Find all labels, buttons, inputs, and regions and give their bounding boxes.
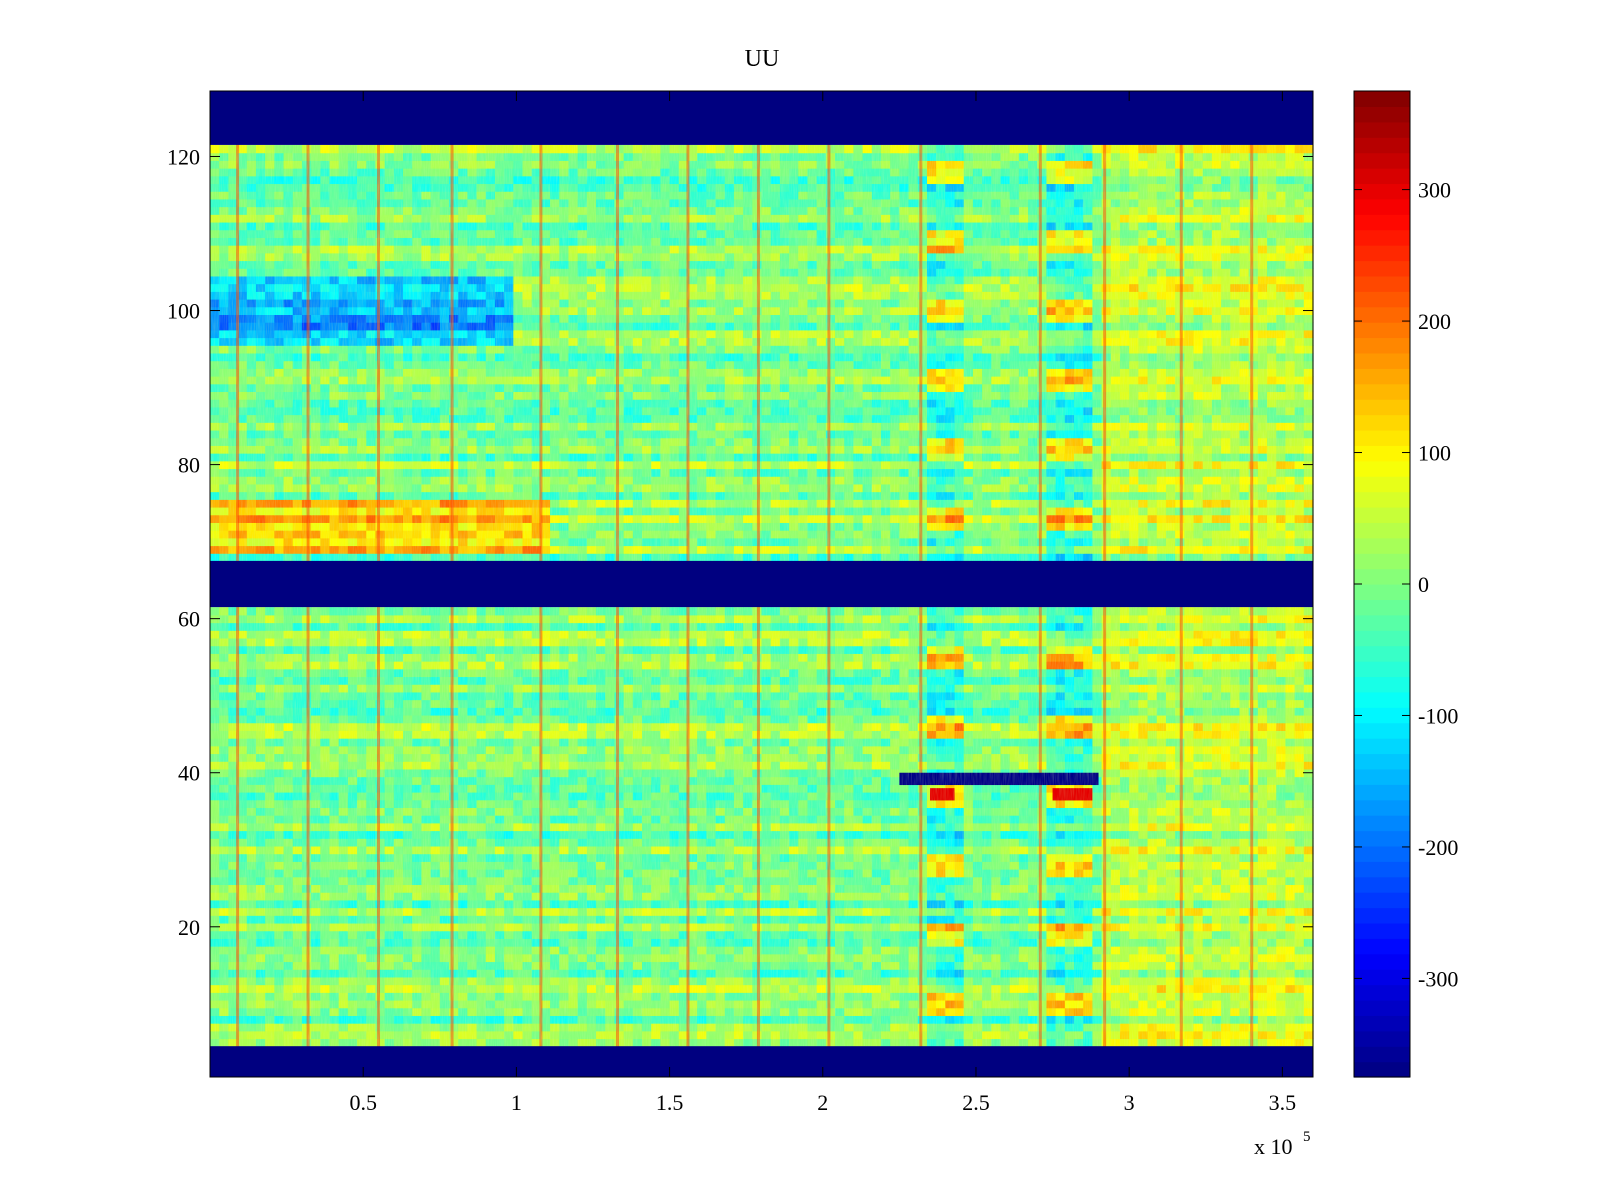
chart-title: UU — [745, 46, 780, 72]
